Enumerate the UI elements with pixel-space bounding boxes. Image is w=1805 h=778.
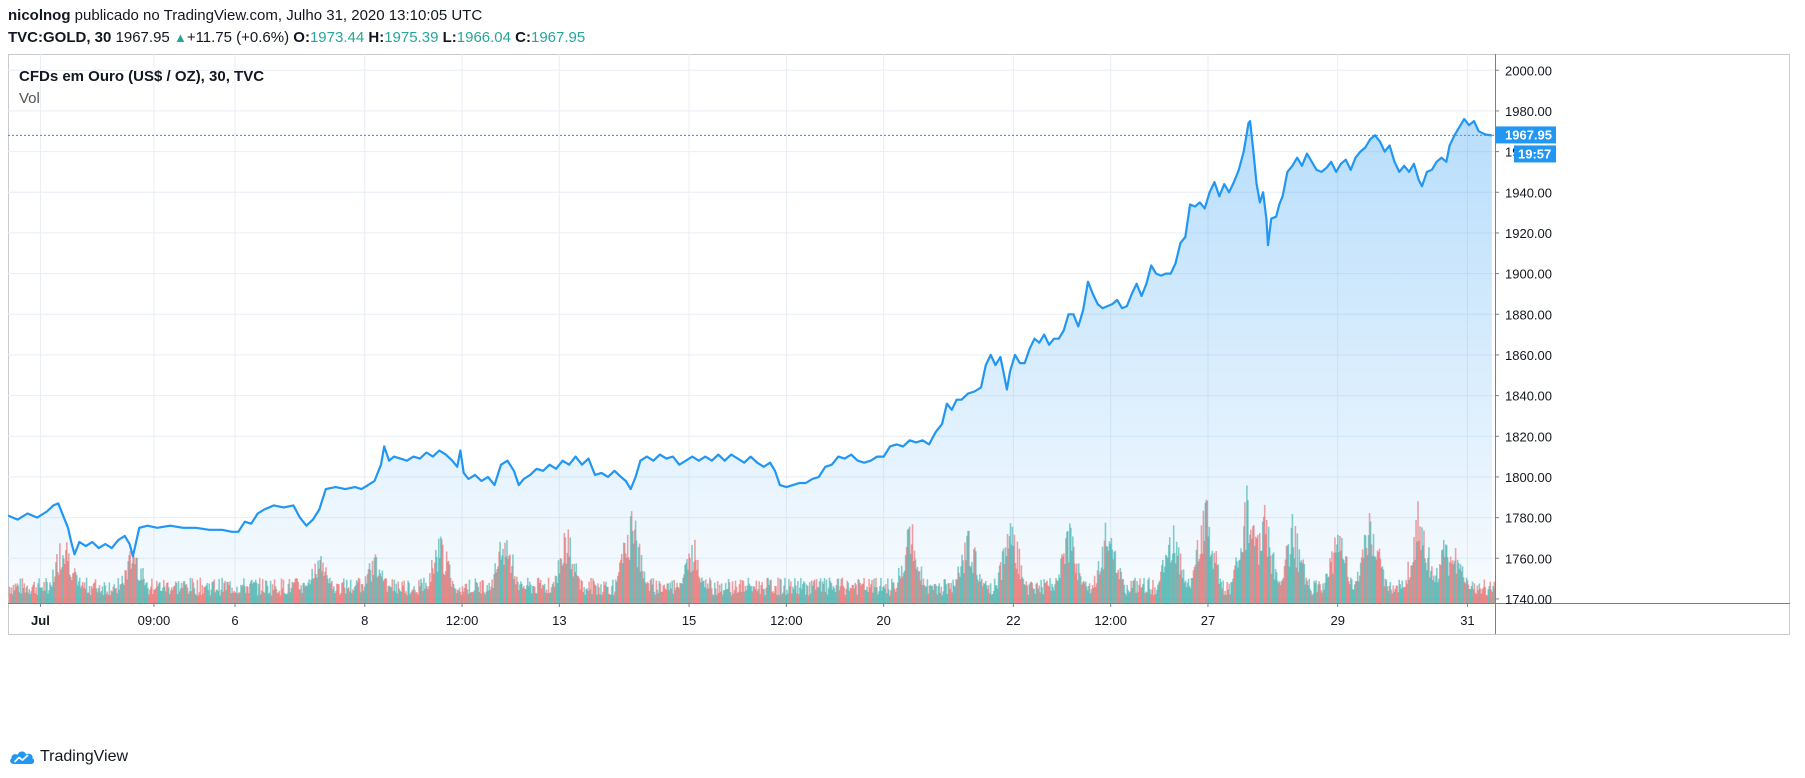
y-tick-label: 2000.00 xyxy=(1505,63,1552,78)
price-tag-value: 1967.95 xyxy=(1505,127,1552,142)
last-price: 1967.95 xyxy=(115,29,170,46)
legend-volume: Vol xyxy=(19,90,40,107)
y-tick-label: 1880.00 xyxy=(1505,307,1552,322)
y-tick-label: 1980.00 xyxy=(1505,104,1552,119)
x-tick-label: 12:00 xyxy=(1094,613,1127,628)
publication-info: publicado no TradingView.com, Julho 31, … xyxy=(74,7,483,24)
x-tick-label: 29 xyxy=(1330,613,1344,628)
y-tick-label: 1920.00 xyxy=(1505,226,1552,241)
x-tick-label: 09:00 xyxy=(138,613,171,628)
volume-bar xyxy=(1491,591,1494,603)
ticker-summary: TVC:GOLD, 30 1967.95 ▲+11.75 (+0.6%) O:1… xyxy=(8,28,585,48)
price-line xyxy=(7,118,1492,558)
price-chart[interactable]: 2000.001980.001960.001940.001920.001900.… xyxy=(7,54,1798,734)
x-tick-label: 13 xyxy=(552,613,566,628)
volume-bar xyxy=(1493,581,1495,603)
brand-name: TradingView xyxy=(40,748,129,765)
volume-bar xyxy=(1492,585,1495,603)
publication-header: nicolnog publicado no TradingView.com, J… xyxy=(8,6,482,26)
close-label: C: xyxy=(515,29,531,46)
y-axis: 2000.001980.001960.001940.001920.001900.… xyxy=(1495,63,1552,607)
tradingview-cloud-icon xyxy=(10,751,35,764)
close-value: 1967.95 xyxy=(531,29,586,46)
x-tick-label: 12:00 xyxy=(446,613,479,628)
price-area-fill xyxy=(8,119,1492,603)
y-tick-label: 1900.00 xyxy=(1505,267,1552,282)
x-tick-label: Jul xyxy=(31,613,50,628)
chart-legend[interactable]: CFDs em Ouro (US$ / OZ), 30, TVC Vol xyxy=(19,67,264,109)
countdown-value: 19:57 xyxy=(1518,146,1551,161)
tradingview-footer[interactable]: TradingView xyxy=(8,746,128,768)
x-tick-label: 20 xyxy=(876,613,890,628)
x-axis: Jul 09:00 6 8 12:00 13 15 12:00 20 22 12:00 27 29 31 xyxy=(31,603,1475,628)
volume-bar xyxy=(1494,587,1495,603)
x-tick-label: 8 xyxy=(361,613,368,628)
high-value: 1975.39 xyxy=(384,29,439,46)
y-tick-label: 1940.00 xyxy=(1505,185,1552,200)
open-label: O: xyxy=(293,29,310,46)
chart-container[interactable]: 2000.001980.001960.001940.001920.001900.… xyxy=(7,54,1798,734)
price-tag-box xyxy=(1496,126,1556,144)
low-label: L: xyxy=(442,29,457,46)
y-tick-label: 1840.00 xyxy=(1505,389,1552,404)
x-tick-label: 15 xyxy=(682,613,696,628)
low-value: 1966.04 xyxy=(456,29,511,46)
x-tick-label: 22 xyxy=(1006,613,1020,628)
chart-frame xyxy=(8,54,1790,635)
author-name[interactable]: nicolnog xyxy=(8,7,71,24)
y-tick-label: 1820.00 xyxy=(1505,429,1552,444)
y-tick-label: 1780.00 xyxy=(1505,511,1552,526)
legend-title: CFDs em Ouro (US$ / OZ), 30, TVC xyxy=(19,68,265,85)
high-label: H: xyxy=(368,29,385,46)
price-tag: 1967.95 19:57 xyxy=(1496,126,1556,163)
y-tick-label: 1740.00 xyxy=(1505,592,1552,607)
y-tick-label: 1760.00 xyxy=(1505,551,1552,566)
price-change: +11.75 (+0.6%) xyxy=(186,29,290,46)
ticker-symbol: TVC:GOLD, 30 xyxy=(8,29,112,46)
triangle-up-icon: ▲ xyxy=(173,30,187,45)
x-tick-label: 27 xyxy=(1201,613,1215,628)
x-tick-label: 31 xyxy=(1460,613,1474,628)
x-tick-label: 6 xyxy=(231,613,238,628)
open-value: 1973.44 xyxy=(309,29,365,46)
countdown-box xyxy=(1514,145,1556,163)
x-tick-label: 12:00 xyxy=(770,613,803,628)
y-tick-label: 1860.00 xyxy=(1505,348,1552,363)
y-tick-label: 1800.00 xyxy=(1505,470,1552,485)
